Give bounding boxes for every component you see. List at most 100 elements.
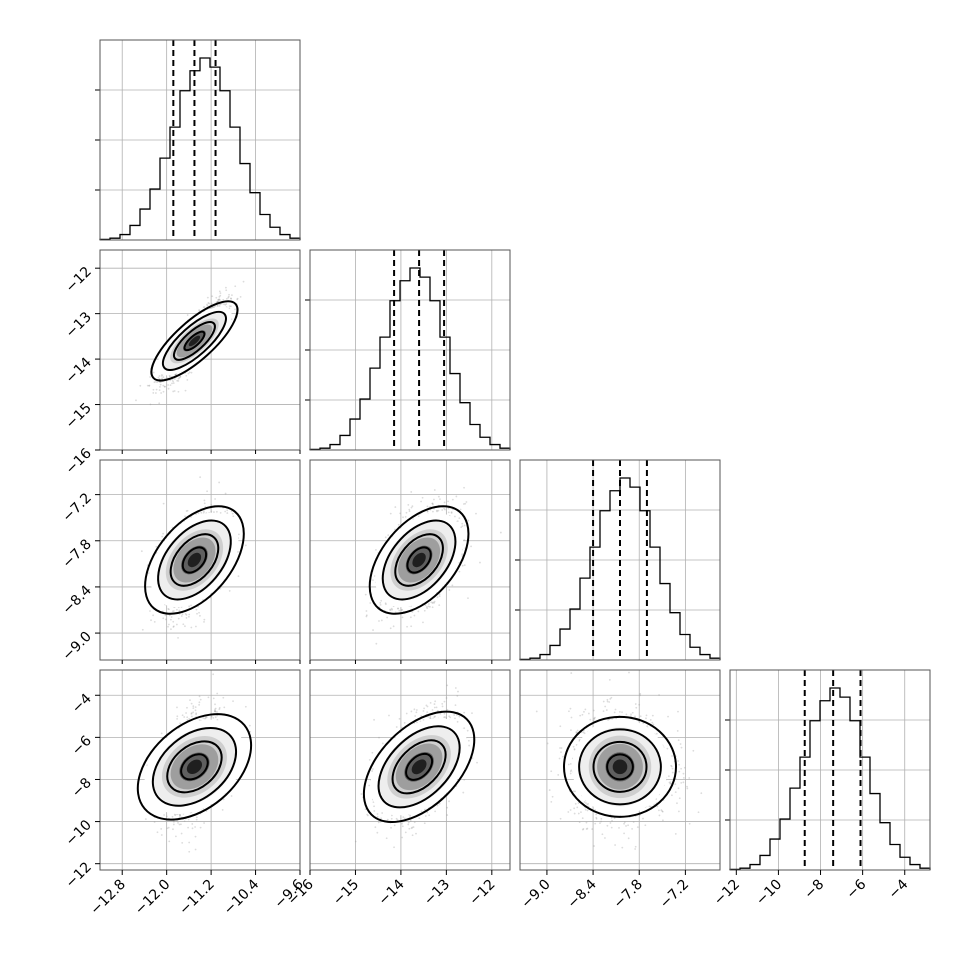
scatter-point [203,618,206,621]
scatter-point [397,523,400,526]
scatter-point [163,385,166,388]
scatter-point [462,503,465,505]
scatter-point [147,572,150,574]
scatter-point [185,510,188,512]
scatter-point [206,296,209,299]
scatter-point [179,375,182,378]
scatter-panel-3-0 [99,669,301,871]
scatter-point [365,610,368,612]
hist-frame-0 [99,39,301,241]
scatter-point [173,378,176,380]
scatter-point [435,509,438,512]
scatter-point [186,379,189,381]
contour-line [394,533,444,587]
scatter-point [421,496,424,499]
scatter-point [194,709,197,712]
scatter-point [479,561,481,564]
scatter-frame [309,459,511,661]
scatter-point [211,295,214,298]
scatter-point [467,519,470,522]
scatter-point [430,601,433,604]
scatter-point [135,399,137,402]
scatter-point [205,716,208,719]
scatter-point [404,516,407,518]
scatter-point [162,502,165,505]
scatter-point [184,612,187,615]
scatter-point [195,513,197,516]
scatter-point [463,564,466,567]
scatter-point [184,389,187,392]
scatter-point [400,609,403,612]
scatter-point [231,512,234,515]
scatter-point [210,302,213,305]
scatter-point [450,511,453,514]
scatter-point [232,515,235,518]
scatter-point [384,603,387,606]
scatter-point [218,708,221,711]
scatter-point [178,823,181,826]
scatter-point [140,550,143,553]
scatter-point [226,509,229,512]
scatter-point [499,531,502,534]
scatter-point [175,623,178,626]
scatter-point [227,296,230,299]
scatter-point [190,516,192,518]
scatter-point [162,390,165,393]
scatter-point [190,702,193,705]
scatter-point [196,612,198,615]
scatter-point [188,717,191,720]
scatter-point [173,820,175,823]
scatter-point [187,826,189,829]
scatter-point [213,511,215,513]
scatter-point [195,816,198,819]
scatter-point [417,610,420,613]
scatter-point [234,308,236,311]
scatter-point [168,623,170,626]
scatter-point [159,385,161,388]
scatter-grid [100,460,300,660]
scatter-point [225,297,228,300]
scatter-point [202,717,205,719]
scatter-point [164,614,167,617]
scatter-point [398,609,401,612]
scatter-point [408,510,411,513]
scatter-point [426,607,429,610]
scatter-point [443,507,446,510]
scatter-point [218,298,221,301]
scatter-point [228,590,231,592]
histogram-0 [99,57,301,241]
scatter-point [464,502,467,505]
scatter-point [394,506,397,508]
scatter-point [172,625,175,628]
scatter-point [218,295,221,298]
scatter-point [154,392,157,394]
scatter-point [450,512,453,514]
scatter-point [190,371,193,374]
scatter-point [432,601,434,604]
scatter-point [459,508,462,511]
scatter-point [158,402,161,405]
scatter-point [399,512,402,515]
scatter-point [172,823,175,826]
scatter-point [195,608,198,611]
scatter-point [410,491,413,493]
scatter-point [394,611,397,614]
scatter-point [214,710,217,713]
scatter-point [160,834,163,836]
scatter-point [181,613,184,616]
scatter-point [169,384,172,386]
scatter-point [431,606,434,609]
scatter-point [179,814,181,817]
hist-frame-3 [729,669,931,871]
scatter-point [200,511,203,514]
scatter-point [397,607,399,610]
scatter-point [213,306,216,308]
scatter-point [219,294,222,297]
scatter-point [162,532,165,535]
scatter-point [426,510,429,513]
scatter-point [155,545,158,548]
contour-line [183,330,206,352]
scatter-point [389,609,392,611]
contour-line [406,546,432,574]
scatter-point [172,610,175,612]
